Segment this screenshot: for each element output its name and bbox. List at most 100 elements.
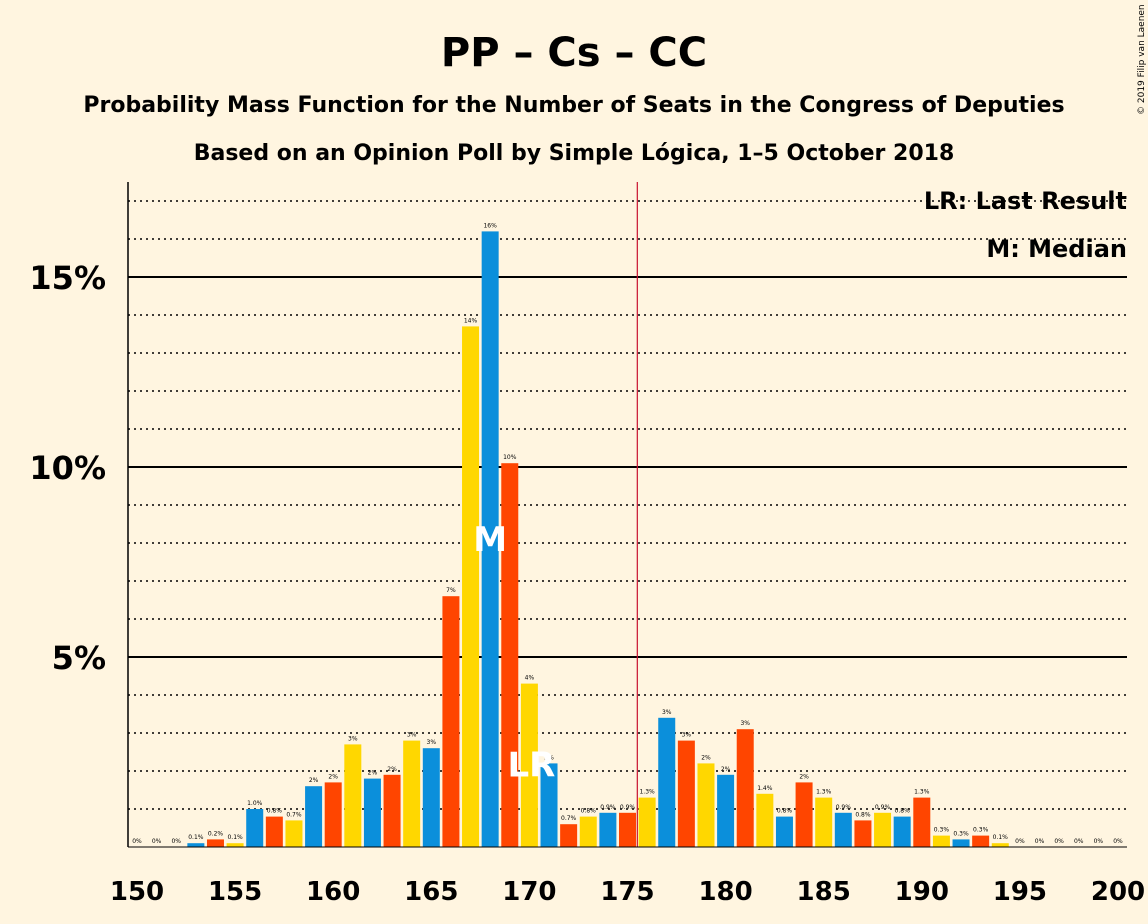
bar-seat-190 — [913, 797, 931, 847]
bar-label-seat-170: 4% — [525, 675, 535, 682]
bar-seat-153 — [187, 843, 205, 847]
bar-seat-165 — [422, 748, 440, 847]
bar-label-seat-159: 2% — [309, 777, 319, 784]
bar-seat-192 — [952, 839, 970, 847]
bar-label-seat-191: 0.3% — [934, 827, 950, 834]
bar-seat-169 — [501, 463, 519, 847]
bar-label-seat-193: 0.3% — [973, 827, 989, 834]
bar-seat-171 — [540, 763, 558, 847]
bar-seat-161 — [344, 744, 362, 847]
bar-label-seat-168: 16% — [483, 222, 497, 229]
chart-subtitle-poll: Based on an Opinion Poll by Simple Lógic… — [194, 141, 955, 166]
bar-seat-184 — [795, 782, 813, 847]
bar-label-seat-187: 0.8% — [855, 811, 871, 818]
copyright-note: © 2019 Filip van Laenen — [1137, 4, 1147, 115]
bar-label-seat-179: 2% — [701, 754, 711, 761]
bar-seat-163 — [383, 774, 401, 847]
bar-seat-164 — [403, 740, 421, 847]
bar-label-seat-150: 0% — [132, 838, 142, 845]
bar-seat-166 — [442, 596, 460, 847]
bar-seat-178 — [677, 740, 695, 847]
y-tick-label: 10% — [29, 449, 106, 487]
chart-title: PP – Cs – CC — [441, 30, 707, 76]
bar-label-seat-164: 3% — [407, 732, 417, 739]
bar-value-labels: 0% 0% 0%0.1%0.2%0.1%1.0%0.8%0.7%2%2%3%2%2%… — [132, 222, 1123, 845]
bar-label-seat-157: 0.8% — [267, 808, 283, 815]
bar-label-seat-192: 0.3% — [953, 830, 969, 837]
bar-seat-156 — [246, 809, 264, 847]
bar-label-seat-166: 7% — [446, 587, 456, 594]
bar-seat-183 — [775, 816, 793, 847]
x-tick-label: 180 — [698, 877, 752, 907]
bar-label-seat-180: 2% — [721, 766, 731, 773]
bar-seat-155 — [226, 843, 244, 847]
bar-label-seat-195: 0% — [1015, 838, 1025, 845]
x-tick-label: 170 — [502, 877, 556, 907]
bar-seat-185 — [815, 797, 833, 847]
bar-label-seat-158: 0.7% — [286, 811, 302, 818]
last-result-marker: LR — [507, 745, 555, 785]
bar-seat-170 — [520, 683, 538, 847]
bar-seat-175 — [619, 812, 636, 847]
legend-last-result: LR: Last Result — [924, 187, 1127, 215]
y-tick-label: 15% — [29, 259, 106, 297]
bar-label-seat-189: 0.8% — [895, 808, 911, 815]
bar-label-seat-188: 0.9% — [875, 804, 891, 811]
bar-seat-167 — [462, 326, 480, 847]
x-tick-label: 200 — [1091, 877, 1145, 907]
chart-subtitle: Probability Mass Function for the Number… — [83, 93, 1064, 118]
bar-seat-154 — [206, 839, 224, 847]
bar-seat-180 — [717, 774, 735, 847]
bar-label-seat-174: 0.9% — [600, 804, 616, 811]
x-tick-label: 195 — [993, 877, 1047, 907]
x-tick-label: 175 — [600, 877, 654, 907]
bar-seat-186 — [834, 812, 852, 847]
bar-seat-158 — [285, 820, 303, 847]
bar-label-seat-182: 1.4% — [757, 785, 773, 792]
bar-seat-179 — [697, 763, 715, 847]
bar-label-seat-178: 3% — [682, 732, 692, 739]
bar-seat-177 — [658, 717, 676, 847]
bar-seat-168 — [481, 231, 499, 847]
bar-label-seat-151: 0% — [152, 838, 162, 845]
bar-label-seat-198: 0% — [1074, 838, 1084, 845]
bar-label-seat-160: 2% — [328, 773, 338, 780]
x-tick-label: 190 — [895, 877, 949, 907]
bar-label-seat-190: 1.3% — [914, 789, 930, 796]
bar-seat-193 — [972, 835, 990, 847]
bar-label-seat-155: 0.1% — [227, 834, 243, 841]
grid-lines — [128, 200, 1127, 810]
bar-label-seat-197: 0% — [1054, 838, 1064, 845]
bar-label-seat-194: 0.1% — [993, 834, 1009, 841]
bar-label-seat-169: 10% — [503, 454, 517, 461]
bar-label-seat-185: 1.3% — [816, 789, 832, 796]
bar-seat-160 — [324, 782, 342, 847]
bar-label-seat-175: 0.9% — [620, 804, 636, 811]
bar-label-seat-184: 2% — [799, 773, 809, 780]
bar-label-seat-153: 0.1% — [188, 834, 204, 841]
x-tick-label: 150 — [110, 877, 164, 907]
x-tick-label: 185 — [797, 877, 851, 907]
bar-seat-187 — [854, 820, 872, 847]
bar-markers: M LR — [473, 520, 555, 785]
bar-label-seat-154: 0.2% — [208, 830, 224, 837]
bar-label-seat-165: 3% — [427, 739, 437, 746]
bar-label-seat-162: 2% — [368, 770, 378, 777]
bar-seat-176 — [638, 797, 656, 847]
bar-label-seat-183: 0.8% — [777, 808, 793, 815]
legend-median: M: Median — [986, 235, 1127, 263]
bar-seat-191 — [932, 835, 950, 847]
median-marker: M — [473, 520, 507, 560]
bar-seat-189 — [893, 816, 911, 847]
bar-label-seat-152: 0% — [171, 838, 181, 845]
bar-label-seat-172: 0.7% — [561, 815, 577, 822]
x-tick-label: 165 — [404, 877, 458, 907]
bar-label-seat-176: 1.3% — [639, 789, 655, 796]
bar-label-seat-177: 3% — [662, 709, 672, 716]
bar-label-seat-167: 14% — [464, 317, 478, 324]
bar-label-seat-196: 0% — [1035, 838, 1045, 845]
bar-seat-173 — [579, 816, 597, 847]
bar-label-seat-199: 0% — [1094, 838, 1104, 845]
bar-seat-157 — [265, 816, 283, 847]
bar-seat-159 — [305, 786, 323, 847]
